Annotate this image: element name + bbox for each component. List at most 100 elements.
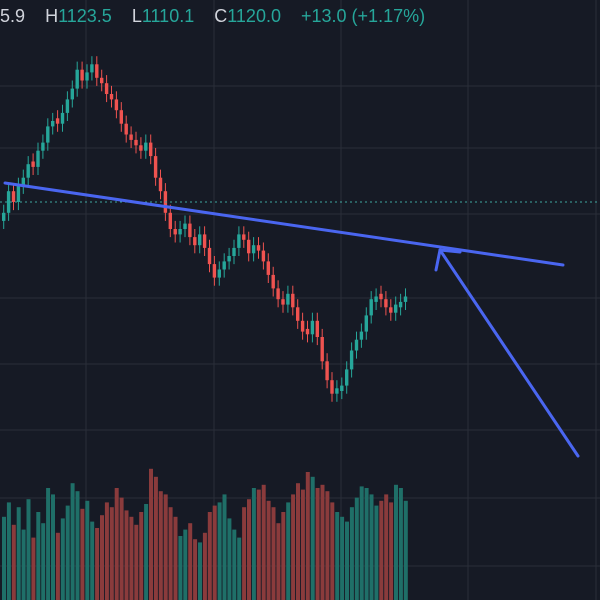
candle-body bbox=[119, 110, 123, 124]
candle-body bbox=[384, 299, 388, 308]
volume-bar bbox=[379, 500, 384, 600]
candle-body bbox=[305, 328, 310, 335]
volume-bar bbox=[384, 494, 389, 600]
volume-bar bbox=[237, 537, 242, 600]
candle-body bbox=[330, 380, 334, 394]
volume-bar bbox=[75, 491, 80, 600]
volume-bar bbox=[65, 505, 70, 600]
candle-body bbox=[168, 212, 172, 229]
candle-body bbox=[85, 72, 89, 81]
candle-body bbox=[144, 142, 148, 151]
candle-body bbox=[139, 145, 143, 151]
volume-bar bbox=[60, 518, 65, 600]
volume-bar bbox=[11, 524, 16, 600]
candle-body bbox=[183, 223, 187, 229]
arrow-head bbox=[434, 248, 462, 272]
candle-body bbox=[394, 304, 398, 313]
volume-bar bbox=[6, 502, 11, 600]
change-value: +13.0 (+1.17%) bbox=[301, 6, 426, 26]
volume-bar bbox=[95, 528, 100, 600]
candle-body bbox=[300, 320, 305, 332]
volume-bar bbox=[90, 521, 95, 600]
volume-bar bbox=[109, 507, 114, 600]
candle-body bbox=[320, 337, 324, 362]
volume-bar bbox=[266, 500, 271, 600]
candle-body bbox=[227, 256, 231, 262]
candle-body bbox=[11, 191, 16, 202]
volume-bar bbox=[286, 502, 291, 600]
volume-bar bbox=[364, 488, 369, 600]
candle-body bbox=[21, 177, 25, 186]
volume-bar bbox=[369, 494, 374, 600]
volume-bar bbox=[374, 505, 379, 600]
arrow-shaft bbox=[438, 248, 580, 458]
volume-bar bbox=[359, 486, 364, 600]
open-value: 5.9 bbox=[0, 6, 26, 26]
low-label: L bbox=[131, 6, 142, 26]
volume-bar bbox=[330, 502, 335, 600]
volume-bar bbox=[46, 488, 51, 600]
candle-body bbox=[340, 385, 344, 391]
candle-body bbox=[202, 234, 207, 248]
candle-body bbox=[207, 247, 212, 265]
candle-body bbox=[173, 229, 177, 235]
volume-bar bbox=[183, 529, 188, 600]
volume-bar bbox=[70, 483, 75, 600]
candle-body bbox=[36, 150, 40, 167]
candle-body bbox=[286, 293, 290, 305]
candle-body bbox=[6, 191, 11, 213]
volume-bar bbox=[349, 507, 354, 600]
volume-bar bbox=[114, 488, 119, 600]
volume-bar bbox=[305, 472, 310, 600]
candle-body bbox=[109, 94, 114, 100]
candle-body bbox=[291, 293, 295, 308]
volume-bar bbox=[232, 529, 237, 600]
candle-body bbox=[90, 64, 94, 73]
volume-bar bbox=[100, 515, 104, 600]
candle-body bbox=[114, 99, 119, 111]
volume-bar bbox=[144, 504, 149, 600]
candle-body bbox=[403, 296, 408, 302]
volume-bar bbox=[271, 507, 276, 600]
candle-body bbox=[153, 156, 158, 178]
volume-bar bbox=[193, 539, 198, 600]
candle-body bbox=[398, 301, 403, 308]
volume-bar bbox=[354, 497, 359, 600]
volume-bar bbox=[300, 489, 305, 600]
candle-body bbox=[212, 264, 217, 278]
ohlc-legend: 5.9 H1123.5 L1110.1 C1120.0 +13.0 (+1.17… bbox=[0, 6, 425, 27]
volume-bar bbox=[173, 516, 178, 600]
volume-bar bbox=[320, 484, 325, 600]
volume-bar bbox=[80, 508, 85, 600]
volume-bar bbox=[134, 524, 139, 600]
candle-body bbox=[335, 388, 339, 394]
volume-bar bbox=[281, 512, 286, 600]
volume-bar bbox=[124, 510, 129, 600]
volume-bar bbox=[296, 483, 300, 600]
candle-body bbox=[2, 212, 6, 221]
trendline bbox=[3, 181, 565, 267]
volume-bar bbox=[335, 512, 340, 600]
volume-bar bbox=[36, 512, 41, 600]
volume-bar bbox=[104, 502, 109, 600]
candle-body bbox=[251, 245, 256, 254]
volume-bar bbox=[129, 516, 134, 600]
candle-body bbox=[222, 261, 226, 270]
candle-body bbox=[369, 299, 373, 316]
close-label: C bbox=[214, 6, 228, 26]
volume-bar bbox=[389, 502, 394, 600]
candle-body bbox=[134, 139, 138, 146]
volume-bar bbox=[217, 502, 222, 600]
candle-body bbox=[16, 185, 21, 202]
volume-bar bbox=[325, 491, 330, 600]
candle-body bbox=[100, 77, 104, 84]
volume-bar bbox=[51, 494, 55, 600]
candle-body bbox=[55, 118, 60, 124]
volume-bar bbox=[247, 499, 251, 600]
candle-body bbox=[242, 234, 246, 240]
volume-bar bbox=[398, 488, 403, 600]
candle-body bbox=[364, 315, 368, 332]
candle-body bbox=[310, 320, 315, 335]
